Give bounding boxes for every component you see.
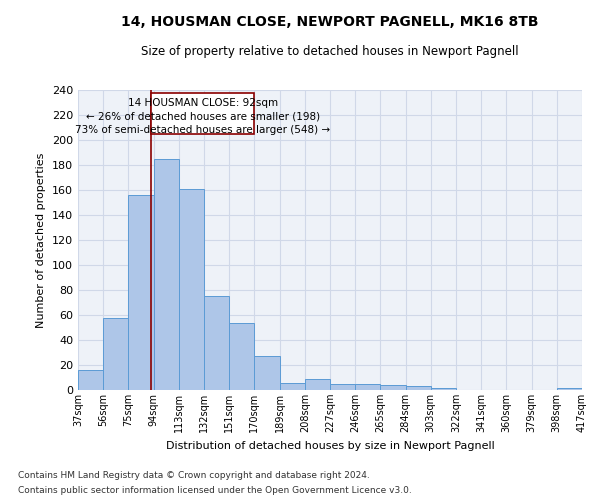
Bar — [179, 188, 204, 390]
Bar — [128, 195, 154, 390]
Bar — [78, 370, 103, 390]
Text: 14, HOUSMAN CLOSE, NEWPORT PAGNELL, MK16 8TB: 14, HOUSMAN CLOSE, NEWPORT PAGNELL, MK16… — [121, 15, 539, 29]
Text: 73% of semi-detached houses are larger (548) →: 73% of semi-detached houses are larger (… — [75, 125, 330, 135]
Bar — [204, 296, 229, 390]
Text: Contains HM Land Registry data © Crown copyright and database right 2024.: Contains HM Land Registry data © Crown c… — [18, 471, 370, 480]
Text: 14 HOUSMAN CLOSE: 92sqm: 14 HOUSMAN CLOSE: 92sqm — [128, 98, 278, 108]
Bar — [330, 384, 355, 390]
Bar — [431, 388, 456, 390]
Bar — [280, 382, 305, 390]
Bar — [305, 379, 330, 390]
FancyBboxPatch shape — [151, 92, 254, 134]
Bar — [229, 322, 254, 390]
Text: Size of property relative to detached houses in Newport Pagnell: Size of property relative to detached ho… — [141, 45, 519, 58]
Bar — [380, 385, 406, 390]
X-axis label: Distribution of detached houses by size in Newport Pagnell: Distribution of detached houses by size … — [166, 440, 494, 450]
Text: Contains public sector information licensed under the Open Government Licence v3: Contains public sector information licen… — [18, 486, 412, 495]
Bar — [103, 318, 128, 390]
Bar — [355, 384, 380, 390]
Bar — [254, 356, 280, 390]
Y-axis label: Number of detached properties: Number of detached properties — [37, 152, 46, 328]
Text: ← 26% of detached houses are smaller (198): ← 26% of detached houses are smaller (19… — [86, 112, 320, 121]
Bar — [154, 159, 179, 390]
Bar — [406, 386, 431, 390]
Bar — [557, 388, 582, 390]
